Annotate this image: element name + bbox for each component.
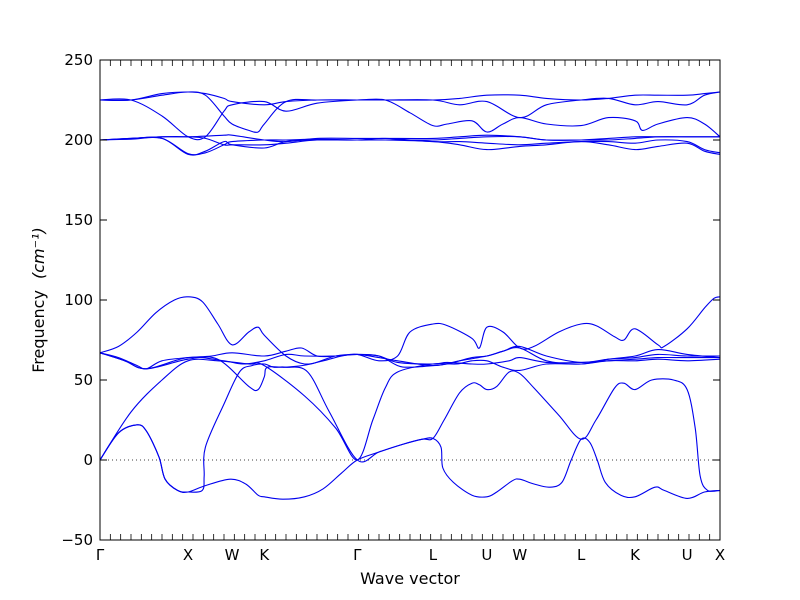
y-tick-label: −50 [61, 531, 93, 549]
phonon-branch-6 [99, 345, 721, 370]
y-tick-label: 150 [64, 211, 93, 229]
y-axis-ticks: −50 0 50 100 150 200 250 [61, 51, 720, 549]
phonon-branch-2 [99, 363, 721, 493]
y-tick-label: 50 [74, 371, 93, 389]
x-tick-label: K [630, 546, 641, 564]
plot-frame [99, 59, 721, 541]
y-tick-label: 200 [64, 131, 93, 149]
phonon-branch-11 [99, 134, 721, 143]
x-tick-label: U [682, 546, 693, 564]
y-tick-label: 0 [83, 451, 93, 469]
phonon-branch-12 [99, 91, 721, 138]
y-tick-label: 100 [64, 291, 93, 309]
x-tick-label: W [512, 546, 527, 564]
phonon-branch-1 [99, 424, 721, 500]
x-tick-label: U [481, 546, 492, 564]
plot-background [100, 60, 720, 540]
x-tick-label: X [715, 546, 725, 564]
x-tick-label: L [429, 546, 438, 564]
x-tick-label: L [577, 546, 586, 564]
phonon-branch-14 [99, 91, 721, 106]
y-axis-title-text: Frequency [29, 290, 48, 373]
phonon-branch-7 [99, 296, 721, 365]
y-axis-unit: (cm⁻¹) [29, 227, 48, 279]
series-layer [99, 91, 721, 500]
x-tick-label: X [183, 546, 193, 564]
x-axis-title: Wave vector [360, 569, 460, 588]
x-tick-label: W [225, 546, 240, 564]
x-tick-label: Γ [96, 546, 105, 564]
y-tick-label: 250 [64, 51, 93, 69]
x-tick-label: Γ [353, 546, 362, 564]
y-axis-title: Frequency (cm⁻¹) [29, 227, 48, 372]
x-tick-label: K [259, 546, 270, 564]
